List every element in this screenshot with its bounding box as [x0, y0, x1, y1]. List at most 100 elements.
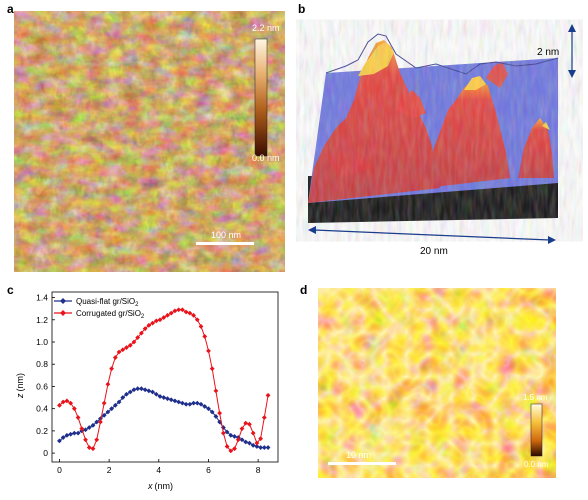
data-point	[127, 342, 133, 348]
x-tick-label: 8	[256, 465, 261, 475]
data-point	[243, 439, 249, 445]
y-tick-label: 0.4	[36, 404, 48, 414]
data-point	[202, 334, 208, 339]
data-point	[75, 430, 81, 436]
data-point	[79, 426, 85, 432]
data-point	[98, 416, 103, 422]
data-point	[183, 309, 189, 315]
data-point	[109, 366, 115, 372]
data-point	[232, 434, 237, 439]
afm-topography-a: 2.2 nm 0.0 nm 100 nm	[0, 11, 285, 272]
data-point	[179, 307, 185, 313]
data-point	[191, 400, 196, 406]
afm-3d-b: 2 nm 20 nm	[296, 18, 588, 280]
data-point	[94, 437, 100, 443]
data-point	[250, 442, 256, 448]
data-point	[243, 420, 249, 426]
data-point	[150, 320, 155, 326]
width-arrow-b	[313, 229, 551, 241]
width-label-b: 20 nm	[420, 246, 448, 257]
colorbar-a-max: 2.2 nm	[252, 23, 280, 33]
data-point	[120, 347, 126, 353]
data-point	[258, 436, 264, 442]
data-point	[176, 399, 182, 405]
data-point	[105, 381, 111, 387]
legend-label-corrugated: Corrugated gr/SiO2	[76, 309, 145, 320]
data-point	[161, 395, 167, 400]
data-point	[213, 414, 219, 419]
y-tick-label: 0	[43, 448, 48, 458]
data-point	[217, 410, 223, 416]
data-point	[142, 326, 148, 332]
y-tick-label: 1.2	[36, 315, 48, 325]
x-tick-label: 0	[57, 465, 62, 475]
data-point	[239, 426, 245, 432]
afm-topography-d: 1.5 nm 0.0 nm 10 nm	[318, 288, 556, 478]
chart-c: 0 2 4 6 8 0 0.2 0.4 0.6 0.8 1.0 1.2 1.4 Quasi-flat g…	[10, 286, 292, 495]
panel-label-a: a	[7, 2, 14, 16]
afm-image-d: 1.5 nm 0.0 nm 10 nm	[318, 288, 556, 478]
x-tick-label: 4	[156, 465, 161, 475]
x-axis-label: x (nm)	[147, 481, 173, 491]
data-point	[191, 312, 196, 318]
data-point	[90, 422, 96, 428]
data-point	[165, 396, 170, 402]
data-point	[150, 389, 155, 395]
data-point	[168, 310, 174, 316]
x-tick-label: 6	[206, 465, 211, 475]
chart-axes: 0 2 4 6 8 0 0.2 0.4 0.6 0.8 1.0 1.2 1.4	[36, 291, 279, 475]
data-point	[202, 404, 208, 409]
legend-marker-corrugated	[60, 310, 66, 316]
colorbar-a-min: 0.0 nm	[252, 153, 280, 163]
data-point	[172, 398, 178, 404]
data-point	[228, 448, 234, 454]
data-point	[198, 324, 204, 329]
data-point	[254, 440, 260, 446]
data-point	[83, 427, 88, 433]
scalebar-a	[196, 242, 254, 245]
data-point	[127, 389, 133, 395]
chart-legend: Quasi-flat gr/SiO2 Corrugated gr/SiO2	[54, 297, 145, 320]
data-point	[64, 398, 70, 404]
data-point	[86, 445, 92, 450]
data-point	[213, 388, 219, 394]
data-point	[258, 445, 264, 450]
scalebar-d	[328, 462, 396, 465]
data-point	[60, 435, 66, 440]
data-point	[124, 391, 129, 397]
data-point	[232, 446, 237, 452]
colorbar-d	[530, 403, 543, 457]
y-tick-label: 1.0	[36, 337, 48, 347]
data-point	[124, 345, 129, 350]
x-tick-label: 2	[107, 465, 112, 475]
y-tick-label: 1.4	[36, 293, 48, 303]
data-point	[209, 366, 215, 372]
scalebar-d-label: 10 nm	[346, 450, 371, 460]
series-1	[57, 307, 271, 454]
data-point	[109, 406, 115, 412]
data-point	[146, 388, 152, 394]
data-point	[220, 430, 226, 436]
scalebar-a-label: 100 nm	[211, 230, 241, 240]
data-point	[168, 397, 174, 403]
data-point	[194, 400, 200, 406]
data-point	[135, 386, 141, 392]
data-point	[135, 335, 141, 340]
data-point	[57, 402, 62, 408]
data-point	[146, 322, 152, 328]
data-point	[161, 315, 167, 320]
data-point	[183, 401, 189, 407]
data-point	[206, 406, 211, 412]
data-point	[112, 402, 118, 408]
data-point	[101, 400, 107, 406]
data-point	[57, 438, 62, 444]
data-point	[71, 430, 77, 436]
colorbar-d-min: 0.0 nm	[524, 460, 549, 469]
data-point	[228, 432, 234, 438]
data-point	[187, 310, 193, 316]
data-point	[157, 394, 163, 399]
data-point	[101, 412, 107, 418]
data-point	[179, 400, 185, 406]
chart-c-svg: 0 2 4 6 8 0 0.2 0.4 0.6 0.8 1.0 1.2 1.4 Quasi-flat g…	[15, 291, 279, 491]
panel-label-d: d	[300, 283, 308, 297]
